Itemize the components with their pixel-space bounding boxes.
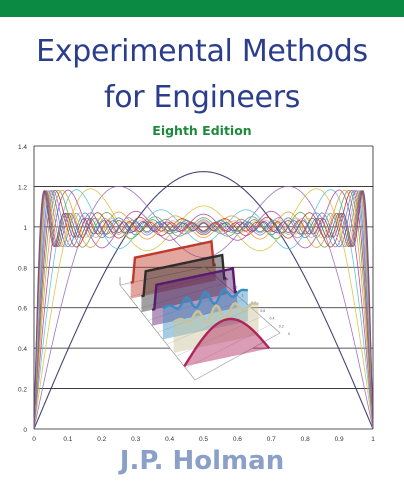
waterfall-inset: 1.61.41.210.80.60.40.20 bbox=[119, 240, 290, 381]
fourier-series-1-line bbox=[33, 171, 374, 430]
y-tick-label: 0.4 bbox=[18, 346, 27, 353]
inset-ribbon-3 bbox=[151, 267, 238, 311]
inset-ribbon-1 bbox=[130, 240, 216, 284]
inset-depth-gridline bbox=[138, 283, 224, 309]
inset-depth-tick-label: 0.6 bbox=[260, 309, 265, 313]
top-color-band bbox=[0, 0, 404, 17]
x-tick-label: 0.1 bbox=[63, 436, 72, 443]
y-tick-label: 0.6 bbox=[18, 306, 27, 313]
x-tick-label: 0 bbox=[32, 436, 36, 443]
inset-depth-gridline bbox=[166, 308, 252, 345]
fourier-series-9-line bbox=[33, 190, 374, 430]
fourier-series-17-line bbox=[33, 190, 374, 430]
x-tick-label: 1 bbox=[371, 436, 375, 443]
fourier-series-3-line bbox=[33, 188, 374, 430]
fourier-series-chart: 0 0.2 0.4 0.6 0.8 1 1.2 1.4 0 0.1 0.2 0.3 0.4 0.5 0.6 0… bbox=[18, 144, 375, 443]
fourier-series-6-line bbox=[33, 189, 374, 430]
inset-frame-group: 1.61.41.210.80.60.40.20 bbox=[119, 240, 290, 381]
inset-ribbon-5 bbox=[173, 301, 259, 324]
inset-ribbon-2 bbox=[141, 253, 227, 298]
y-tick-label: 1.2 bbox=[18, 184, 27, 191]
inset-depth-gridline bbox=[176, 316, 262, 357]
inset-ribbon-fill bbox=[152, 268, 238, 326]
x-tick-label: 0.6 bbox=[233, 436, 242, 443]
inset-ribbon-6 bbox=[183, 317, 271, 368]
inset-depth-tick-label: 0.2 bbox=[279, 324, 284, 328]
fourier-series-2-line bbox=[33, 185, 374, 430]
x-tick-label: 0.7 bbox=[267, 436, 276, 443]
chart-axes: 0 0.2 0.4 0.6 0.8 1 1.2 1.4 0 0.1 0.2 0.3 0.4 0.5 0.6 0… bbox=[18, 144, 375, 443]
fourier-series-13-line bbox=[33, 190, 374, 430]
book-title-line-2: for Engineers bbox=[103, 80, 301, 115]
x-tick-label: 0.5 bbox=[199, 436, 208, 443]
y-tick-label: 0.2 bbox=[18, 387, 27, 394]
y-tick-label: 0 bbox=[23, 427, 27, 434]
fourier-series-10-line bbox=[33, 190, 374, 430]
inset-ribbon-fill bbox=[141, 255, 227, 313]
inset-depth-gridline bbox=[119, 266, 206, 286]
inset-depth-tick-label: 0.4 bbox=[270, 317, 275, 321]
x-tick-label: 0.3 bbox=[131, 436, 140, 443]
inset-ribbon-fill bbox=[184, 319, 270, 367]
inset-depth-gridline bbox=[185, 324, 271, 369]
fourier-series-16-line bbox=[33, 189, 374, 430]
inset-depth-tick-label: 1 bbox=[242, 293, 244, 297]
y-tick-label: 0.8 bbox=[18, 265, 27, 272]
x-tick-label: 0.4 bbox=[165, 436, 174, 443]
fourier-series-12-line bbox=[33, 190, 374, 430]
inset-ribbon-fill bbox=[130, 241, 216, 299]
x-tick-label: 0.8 bbox=[301, 436, 310, 443]
inset-depth-gridline bbox=[157, 299, 243, 333]
fourier-series-15-line bbox=[33, 190, 374, 430]
inset-ribbon-4 bbox=[162, 288, 248, 310]
author-name: J.P. Holman bbox=[119, 446, 285, 476]
inset-depth-tick-label: 1.4 bbox=[223, 278, 228, 282]
x-tick-label: 0.2 bbox=[97, 436, 106, 443]
fourier-series-5-line bbox=[33, 189, 374, 430]
book-title-line-1: Experimental Methods bbox=[36, 34, 368, 69]
inset-depth-tick-label: 0 bbox=[288, 332, 290, 336]
inset-depth-gridline bbox=[194, 332, 281, 381]
edition-label: Eighth Edition bbox=[152, 123, 252, 138]
x-tick-label: 0.9 bbox=[335, 436, 344, 443]
y-tick-label: 1 bbox=[23, 225, 27, 232]
y-tick-label: 1.4 bbox=[18, 144, 27, 151]
